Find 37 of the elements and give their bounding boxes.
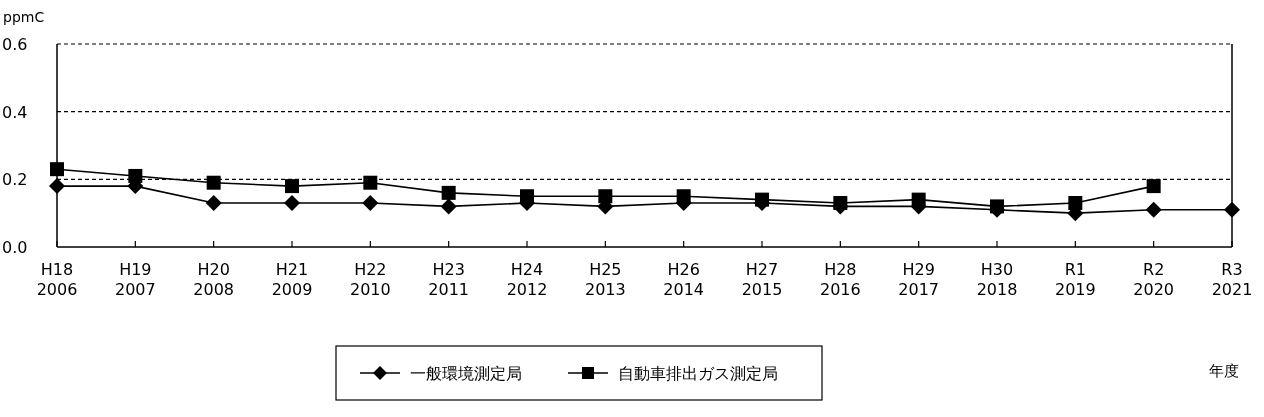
xtick: H29 2017 [898, 260, 940, 299]
point [285, 179, 299, 194]
xtick: R1 2019 [1054, 260, 1096, 299]
ytick: 0.6 [2, 35, 28, 54]
ytick: 0.4 [2, 102, 28, 122]
point [284, 195, 300, 212]
xtick: H27 2015 [741, 260, 783, 299]
legend-label: 自動車排出ガス測定局 [618, 364, 778, 383]
point [50, 162, 64, 177]
xtick: H26 2014 [663, 260, 705, 299]
point [205, 195, 222, 212]
xtick: H30 2018 [976, 260, 1018, 299]
xtick: H19 2007 [114, 260, 156, 299]
point [49, 178, 65, 195]
point [362, 195, 379, 212]
xtick: H23 2011 [428, 260, 470, 299]
xtick: H22 2010 [349, 260, 391, 299]
point [206, 175, 221, 190]
point [441, 185, 456, 200]
xtick: H25 2013 [584, 260, 626, 299]
xtick: H20 2008 [193, 260, 235, 299]
xlabel: 年度 [1209, 362, 1239, 380]
xtick: R2 2020 [1133, 260, 1175, 299]
ytick: 0.0 [2, 238, 28, 257]
point [1224, 201, 1240, 218]
xtick: H18 2006 [36, 260, 78, 299]
point [440, 198, 457, 215]
xtick: H21 2009 [271, 260, 313, 299]
point [363, 175, 378, 190]
point [1146, 179, 1161, 194]
ytick: 0.2 [2, 170, 28, 190]
xtick: H24 2012 [506, 260, 548, 299]
xtick: R3 2021 [1211, 260, 1253, 299]
ylabel: ppmC [3, 9, 45, 25]
legend-label: 一般環境測定局 [410, 364, 522, 383]
point [1145, 201, 1162, 218]
xtick: H28 2016 [819, 260, 861, 299]
